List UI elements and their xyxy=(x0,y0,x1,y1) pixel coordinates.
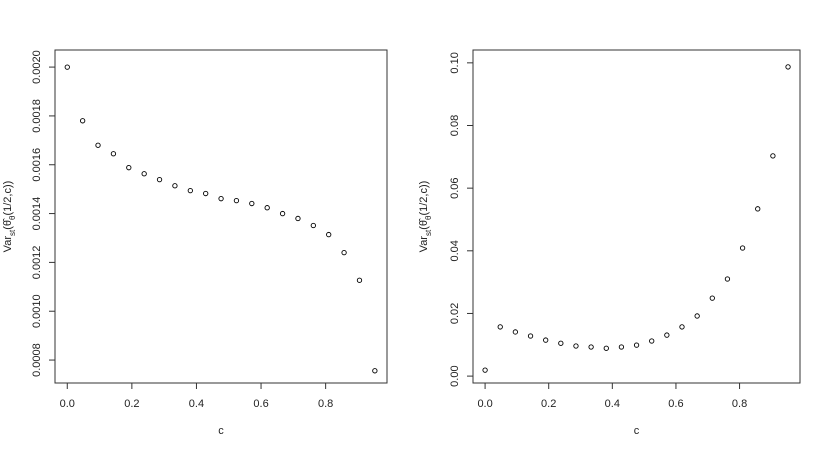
point xyxy=(64,64,70,70)
point xyxy=(264,205,270,211)
point xyxy=(310,222,316,229)
y-tick-label: 0.06 xyxy=(449,177,461,198)
point xyxy=(356,277,363,283)
plot: 0.0 0.2 0.4 0.6 0.8 0.00 0.02 0.04 0.06 0.08 0.10 c… xyxy=(418,49,801,437)
point xyxy=(664,332,670,338)
plot: 0.0 0.2 0.4 0.6 0.8 0.0008 0.0010 0.0012 0.0014 0… xyxy=(2,49,388,437)
y-tick-label: 0.0016 xyxy=(31,148,43,182)
point xyxy=(573,343,579,349)
x-tick-label: 0.2 xyxy=(541,398,556,410)
point xyxy=(203,190,209,197)
y-tick-label: 0.00 xyxy=(449,365,461,386)
y-axis-label-part: θ̂ xyxy=(418,218,430,226)
point xyxy=(233,197,240,204)
y-axis-label-part: Var xyxy=(418,236,430,253)
point xyxy=(785,64,791,70)
y-tick-label: 0.0018 xyxy=(31,99,43,133)
point xyxy=(110,151,117,157)
plot-frame xyxy=(472,49,801,384)
point xyxy=(709,295,715,301)
point xyxy=(527,333,534,339)
point xyxy=(618,344,625,350)
point xyxy=(588,344,594,350)
point xyxy=(543,337,549,343)
y-tick-label: 0.0014 xyxy=(31,197,43,231)
y-tick-label: 0.0012 xyxy=(31,246,43,280)
point xyxy=(156,176,163,183)
y-axis-label: Varst(θ̂θ(1/2,c)) xyxy=(2,181,17,253)
x-tick-label: 0.6 xyxy=(668,398,683,410)
y-axis-label-part: st xyxy=(424,229,433,236)
point xyxy=(770,153,776,159)
x-tick-label: 0.2 xyxy=(124,398,139,410)
y-tick-label: 0.10 xyxy=(449,52,461,73)
y-axis-label-part: (1/2,c)) xyxy=(418,181,430,216)
point xyxy=(739,245,746,251)
plot-frame xyxy=(54,49,388,384)
point xyxy=(372,368,378,374)
x-axis-label: c xyxy=(634,425,640,437)
point xyxy=(172,183,178,189)
point xyxy=(341,249,347,256)
point xyxy=(326,231,332,238)
y-axis-label-part: θ̂ xyxy=(2,218,14,226)
x-tick-label: 0.0 xyxy=(477,398,492,410)
x-tick-label: 0.6 xyxy=(253,398,268,410)
y-tick-label: 0.02 xyxy=(449,303,461,324)
point xyxy=(218,196,224,202)
y-tick-label: 0.08 xyxy=(449,115,461,136)
y-tick-label: 0.0020 xyxy=(31,50,43,84)
point xyxy=(497,324,503,330)
point xyxy=(633,342,640,348)
point xyxy=(249,200,255,207)
y-axis-label-part: θ xyxy=(8,215,17,220)
x-tick-label: 0.0 xyxy=(60,398,75,410)
point xyxy=(279,210,286,217)
y-axis-label-part: ( xyxy=(418,226,430,230)
point xyxy=(679,324,685,330)
y-tick-label: 0.0010 xyxy=(31,294,43,328)
x-tick-label: 0.4 xyxy=(605,398,620,410)
y-tick-label: 0.04 xyxy=(449,240,461,261)
point xyxy=(512,329,519,335)
point xyxy=(295,215,301,222)
point xyxy=(755,206,761,212)
point xyxy=(482,367,488,373)
y-axis-label: Varst(θ̂θ(1/2,c)) xyxy=(418,181,433,253)
y-axis-label-part: θ xyxy=(424,215,433,220)
point xyxy=(724,276,731,282)
point xyxy=(558,340,564,346)
point xyxy=(141,171,147,177)
y-axis-label-part: st xyxy=(8,229,17,236)
point xyxy=(187,187,193,194)
y-tick-label: 0.0008 xyxy=(31,343,43,377)
point xyxy=(126,165,132,171)
x-tick-label: 0.4 xyxy=(189,398,204,410)
point xyxy=(79,118,86,124)
x-axis-label: c xyxy=(218,425,224,437)
point xyxy=(603,345,609,351)
x-tick-label: 0.8 xyxy=(318,398,333,410)
point xyxy=(694,313,700,319)
x-tick-label: 0.8 xyxy=(732,398,747,410)
y-axis-label-part: ( xyxy=(2,226,14,230)
y-axis-label-part: (1/2,c)) xyxy=(2,181,14,216)
point xyxy=(649,338,655,344)
y-axis-label-part: Var xyxy=(2,236,14,253)
point xyxy=(95,142,101,148)
